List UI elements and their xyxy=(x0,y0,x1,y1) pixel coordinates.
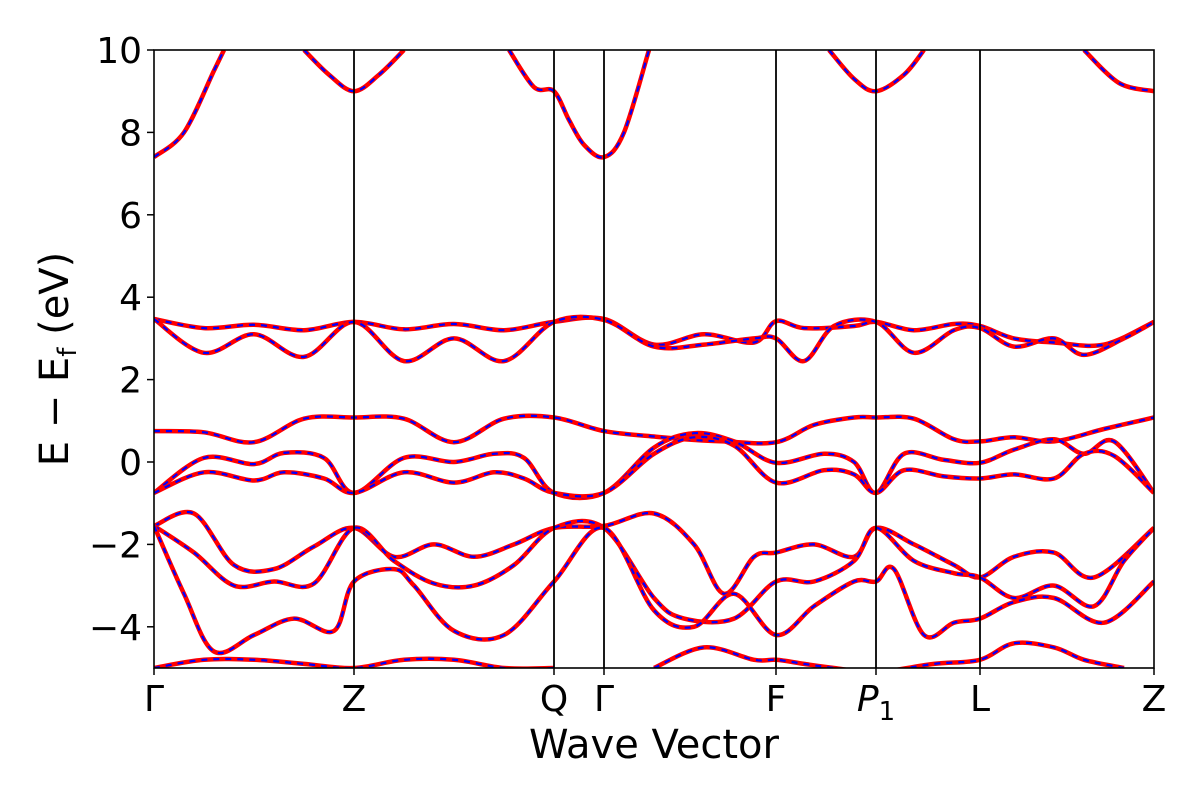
x-axis-title: Wave Vector xyxy=(529,722,780,768)
x-tick-label-4: F xyxy=(766,679,787,720)
band-2-dashed xyxy=(508,50,651,159)
plot-background xyxy=(154,50,1154,668)
y-tick-label: −2 xyxy=(89,525,142,566)
y-tick-label: 4 xyxy=(119,278,142,319)
y-axis-title-main: E − E xyxy=(32,357,78,467)
y-tick-label: 10 xyxy=(96,31,142,72)
band-8-dashed xyxy=(154,431,1154,500)
plot-frame xyxy=(153,49,1155,669)
x-tick-label-6: L xyxy=(970,679,990,720)
band-13-dashed xyxy=(154,657,554,668)
band-11-dashed xyxy=(154,520,1154,624)
band-7-dashed xyxy=(154,414,1154,445)
y-ticks: −4 −2 0 2 4 6 8 10 xyxy=(89,31,154,649)
band-0-dashed xyxy=(154,50,225,158)
y-tick-label: −4 xyxy=(89,608,142,649)
y-tick-label: 8 xyxy=(119,113,142,154)
band-14-dashed xyxy=(653,641,1125,668)
x-tick-label-2: Q xyxy=(540,679,568,720)
x-tick-label-1: Z xyxy=(342,679,367,720)
y-tick-label: 0 xyxy=(119,443,142,484)
y-tick-label: 6 xyxy=(119,196,142,237)
x-tick-label-0: Γ xyxy=(144,679,164,720)
x-tick-label-5: P1 xyxy=(857,679,895,727)
x-tick-label-3: Γ xyxy=(594,679,614,720)
high-symmetry-lines xyxy=(353,50,981,668)
x-ticks: Γ Z Q Γ F P1 L Z xyxy=(144,668,1166,727)
y-axis-title-unit: (eV) xyxy=(32,252,78,348)
x-tick-label-7: Z xyxy=(1142,679,1167,720)
band-4-dashed xyxy=(1083,50,1154,93)
band-12-dashed xyxy=(154,525,1154,655)
y-axis-title-sub: f xyxy=(53,347,83,357)
band-9-dashed xyxy=(154,435,1154,498)
y-axis-title: E − Ef (eV) xyxy=(32,252,83,467)
y-tick-label: 2 xyxy=(119,361,142,402)
